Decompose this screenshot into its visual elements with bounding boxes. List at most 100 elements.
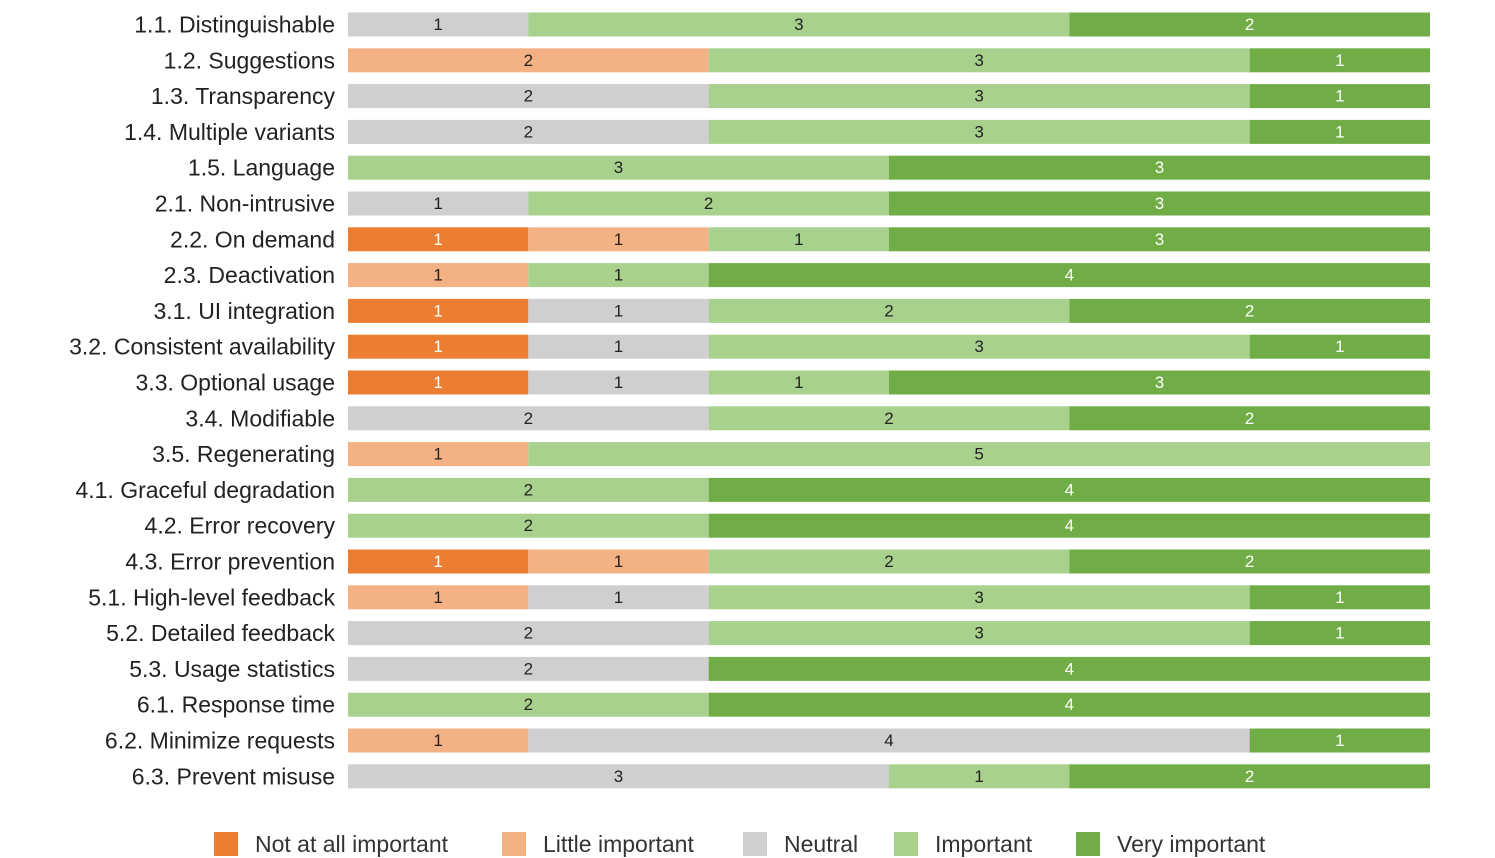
- bar-segment-little-important: [348, 728, 529, 753]
- bar-segment-not-at-all-important: [348, 370, 529, 395]
- legend-swatch-not-at-all-important: [214, 832, 238, 856]
- data-label: 1: [614, 337, 623, 356]
- bar-segment-neutral: [528, 370, 709, 395]
- data-label: 1: [433, 731, 442, 750]
- data-label: 1: [433, 301, 442, 320]
- data-label: 1: [614, 266, 623, 285]
- bar-segment-very-important: [889, 191, 1430, 216]
- data-label: 2: [1245, 301, 1254, 320]
- data-label: 3: [974, 51, 983, 70]
- bar-segment-very-important: [708, 656, 1430, 681]
- bar-segment-little-important: [528, 227, 709, 252]
- bar-segment-very-important: [708, 513, 1430, 538]
- legend-label-important: Important: [935, 831, 1033, 857]
- bars: 1 3 2 2 3 1 2 3 1 2 3 1 3 3 1 2 3 1 1 1 3 1 1 4 1 1 2 2 1 1 3 1 1 1 1 3 2 2 2 1…: [348, 12, 1430, 789]
- data-label: 3: [614, 158, 623, 177]
- data-label: 1: [1335, 731, 1344, 750]
- data-label: 1: [433, 266, 442, 285]
- data-label: 2: [524, 409, 533, 428]
- bar-segment-little-important: [348, 263, 529, 288]
- bar-segment-important: [528, 191, 889, 216]
- bar-segment-very-important: [1249, 728, 1430, 753]
- data-label: 3: [1155, 158, 1164, 177]
- bar-segment-neutral: [528, 585, 709, 610]
- category-label: 4.1. Graceful degradation: [75, 477, 335, 503]
- legend: Not at all important Little important Neut…: [214, 831, 1266, 857]
- category-label: 1.2. Suggestions: [164, 47, 335, 73]
- data-label: 2: [524, 122, 533, 141]
- data-label: 2: [1245, 552, 1254, 571]
- legend-label-not-at-all-important: Not at all important: [255, 831, 449, 857]
- data-label: 4: [1065, 266, 1074, 285]
- data-label: 2: [1245, 767, 1254, 786]
- category-label: 1.4. Multiple variants: [124, 119, 335, 145]
- category-label: 4.3. Error prevention: [125, 549, 335, 575]
- data-label: 3: [974, 337, 983, 356]
- category-label: 5.3. Usage statistics: [129, 656, 335, 682]
- bar-segment-important: [708, 334, 1250, 359]
- bar-segment-very-important: [889, 155, 1430, 180]
- bar-segment-important: [708, 298, 1070, 323]
- bar-segment-neutral: [348, 656, 709, 681]
- category-label: 1.1. Distinguishable: [134, 12, 335, 38]
- bar-segment-important: [348, 513, 709, 538]
- bar-segment-little-important: [348, 48, 709, 73]
- bar-segment-neutral: [348, 84, 709, 109]
- bar-segment-very-important: [1249, 119, 1430, 144]
- bar-segment-important: [708, 227, 889, 252]
- category-label: 3.4. Modifiable: [185, 405, 335, 431]
- bar-segment-very-important: [1249, 334, 1430, 359]
- data-label: 1: [1335, 122, 1344, 141]
- bar-segment-not-at-all-important: [348, 227, 529, 252]
- data-label: 3: [974, 87, 983, 106]
- bar-segment-important: [348, 155, 889, 180]
- bar-segment-neutral: [528, 728, 1250, 753]
- data-label: 2: [884, 409, 893, 428]
- category-label: 6.1. Response time: [137, 692, 335, 718]
- bar-segment-very-important: [1069, 549, 1430, 574]
- bar-segment-important: [708, 48, 1250, 73]
- bar-segment-very-important: [889, 370, 1430, 395]
- bar-segment-very-important: [889, 227, 1430, 252]
- category-label: 1.3. Transparency: [151, 83, 336, 109]
- category-label: 2.3. Deactivation: [164, 262, 335, 288]
- data-label: 2: [524, 51, 533, 70]
- category-label: 3.3. Optional usage: [136, 370, 335, 396]
- bar-segment-little-important: [348, 442, 529, 467]
- data-label: 3: [974, 122, 983, 141]
- bar-segment-neutral: [348, 119, 709, 144]
- data-label: 1: [614, 552, 623, 571]
- category-label: 6.3. Prevent misuse: [132, 763, 335, 789]
- bar-segment-very-important: [1069, 406, 1430, 431]
- bar-segment-very-important: [1249, 621, 1430, 646]
- category-label: 3.2. Consistent availability: [69, 334, 335, 360]
- legend-label-little-important: Little important: [543, 831, 694, 857]
- bar-segment-neutral: [348, 191, 529, 216]
- data-label: 1: [1335, 51, 1344, 70]
- data-label: 3: [794, 15, 803, 34]
- data-label: 1: [614, 588, 623, 607]
- data-label: 1: [1335, 337, 1344, 356]
- data-label: 3: [614, 767, 623, 786]
- data-label: 1: [794, 230, 803, 249]
- legend-label-very-important: Very important: [1117, 831, 1266, 857]
- data-label: 2: [884, 552, 893, 571]
- bar-segment-important: [708, 84, 1250, 109]
- category-label: 1.5. Language: [188, 155, 335, 181]
- data-label: 3: [974, 624, 983, 643]
- bar-segment-neutral: [528, 334, 709, 359]
- bar-segment-little-important: [528, 549, 709, 574]
- data-label: 4: [1065, 695, 1074, 714]
- bar-segment-important: [528, 12, 1070, 37]
- data-label: 1: [614, 230, 623, 249]
- bar-segment-neutral: [348, 621, 709, 646]
- data-label: 1: [433, 445, 442, 464]
- bar-segment-important: [528, 263, 709, 288]
- data-label: 1: [433, 588, 442, 607]
- category-label: 5.2. Detailed feedback: [106, 620, 335, 646]
- data-label: 4: [1065, 480, 1074, 499]
- data-label: 2: [524, 659, 533, 678]
- data-label: 2: [884, 301, 893, 320]
- category-label: 2.2. On demand: [170, 226, 335, 252]
